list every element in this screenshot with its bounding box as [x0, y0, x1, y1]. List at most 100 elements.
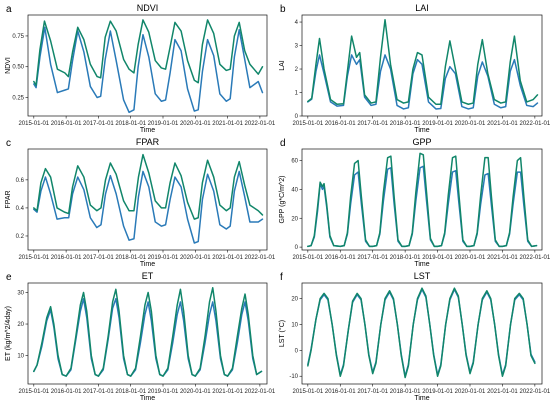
x-axis-label: Time: [414, 395, 429, 402]
x-tick-label: 2022-01-01: [520, 121, 550, 127]
y-tick-label: 40: [291, 187, 298, 193]
panel-letter: e: [6, 272, 12, 283]
series-line-blue: [307, 165, 538, 248]
x-tick-label: 2016-01-01: [51, 255, 82, 261]
y-tick-label: 0.2: [16, 234, 25, 240]
plot-frame: [301, 282, 543, 385]
panel-letter: f: [280, 272, 283, 283]
x-tick-label: 2016-01-01: [51, 389, 82, 395]
y-axis-label: ET (kg/m^2/4day): [5, 306, 12, 361]
x-axis-label: Time: [140, 127, 155, 134]
x-tick-label: 2019-01-01: [148, 255, 179, 261]
y-tick-label: 0.75: [12, 34, 24, 40]
x-tick-label: 2022-01-01: [520, 255, 550, 261]
x-tick-label: 2017-01-01: [357, 389, 388, 395]
y-tick-label: 0.25: [12, 96, 24, 102]
plot-frame: [27, 14, 268, 117]
x-tick-label: 2016-01-01: [325, 255, 356, 261]
y-tick-label: 3: [295, 44, 299, 50]
panel-letter: d: [280, 138, 286, 149]
x-tick-label: 2017-01-01: [83, 389, 114, 395]
x-tick-label: 2016-01-01: [325, 389, 356, 395]
x-axis-label: Time: [414, 127, 429, 134]
x-tick-label: 2015-01-01: [292, 389, 323, 395]
x-tick-label: 2020-01-01: [455, 255, 486, 261]
x-tick-label: 2015-01-01: [18, 121, 49, 127]
x-tick-label: 2019-01-01: [422, 121, 453, 127]
series-line-green: [307, 152, 538, 248]
panel-letter: a: [6, 4, 12, 15]
x-axis-label: Time: [140, 261, 155, 268]
x-tick-label: 2019-01-01: [148, 389, 179, 395]
y-tick-label: 0: [295, 245, 299, 251]
x-tick-label: 2021-01-01: [212, 255, 243, 261]
x-tick-label: 2015-01-01: [18, 389, 49, 395]
x-tick-label: 2021-01-01: [487, 389, 518, 395]
x-tick-label: 2018-01-01: [390, 255, 421, 261]
y-axis-label: LAI: [279, 60, 286, 71]
plot-frame: [27, 282, 268, 385]
y-axis-label: FPAR: [5, 190, 12, 208]
y-tick-label: 60: [291, 159, 298, 165]
x-tick-label: 2021-01-01: [487, 121, 518, 127]
x-tick-label: 2018-01-01: [390, 121, 421, 127]
panel-letter: b: [280, 4, 286, 15]
y-tick-label: 0.50: [12, 65, 24, 71]
x-tick-label: 2022-01-01: [245, 389, 276, 395]
x-tick-label: 2017-01-01: [83, 255, 114, 261]
y-tick-label: 20: [17, 322, 24, 328]
x-tick-label: 2018-01-01: [115, 121, 146, 127]
x-tick-label: 2015-01-01: [18, 255, 49, 261]
y-tick-label: 1: [295, 91, 299, 97]
x-tick-label: 2021-01-01: [212, 389, 243, 395]
series-line-green: [33, 19, 264, 86]
x-tick-label: 2020-01-01: [180, 255, 211, 261]
chart-title: LST: [414, 271, 431, 281]
x-tick-label: 2020-01-01: [455, 389, 486, 395]
x-tick-label: 2017-01-01: [357, 255, 388, 261]
x-tick-label: 2021-01-01: [487, 255, 518, 261]
chart-title: NDVI: [137, 3, 159, 13]
series-line-green: [33, 286, 263, 377]
x-tick-label: 2018-01-01: [390, 389, 421, 395]
y-axis-label: LST (°C): [278, 320, 286, 347]
x-axis-label: Time: [140, 395, 155, 402]
x-tick-label: 2022-01-01: [245, 121, 276, 127]
y-tick-label: 0: [295, 114, 299, 120]
series-line-blue: [307, 288, 536, 377]
x-tick-label: 2020-01-01: [180, 121, 211, 127]
y-axis-label: GPP (g*C/m^2): [279, 176, 286, 224]
plot-frame: [27, 148, 268, 251]
x-tick-label: 2022-01-01: [245, 255, 276, 261]
panel-fpar: c FPAR 0.2 0.4 0.6 2015-01-01 2016-01-01 2017-0…: [5, 137, 276, 268]
chart-title: LAI: [415, 3, 429, 13]
series-line-blue: [33, 26, 264, 114]
x-tick-label: 2022-01-01: [520, 389, 550, 395]
chart-title: ET: [142, 271, 154, 281]
panel-lst: f LST -10 0 10 20 2015-01-01 2016-01-01 2017-01-…: [278, 271, 550, 402]
y-tick-label: 30: [17, 290, 24, 296]
x-tick-label: 2017-01-01: [357, 121, 388, 127]
x-tick-label: 2021-01-01: [212, 121, 243, 127]
x-tick-label: 2018-01-01: [115, 389, 146, 395]
x-tick-label: 2016-01-01: [325, 121, 356, 127]
y-tick-label: -10: [289, 374, 298, 380]
chart-title: FPAR: [136, 137, 160, 147]
series-line-blue: [33, 170, 264, 244]
panel-ndvi: a NDVI 0.25 0.50 0.75 2015-01-01 2016-01-01 201…: [5, 3, 276, 134]
x-tick-label: 2020-01-01: [455, 121, 486, 127]
y-tick-label: 0.4: [16, 206, 25, 212]
series-line-blue: [33, 298, 263, 377]
x-tick-label: 2019-01-01: [422, 255, 453, 261]
y-tick-label: 10: [291, 322, 298, 328]
x-tick-label: 2016-01-01: [51, 121, 82, 127]
series-line-green: [307, 287, 536, 379]
x-tick-label: 2018-01-01: [115, 255, 146, 261]
chart-title: GPP: [412, 137, 431, 147]
y-tick-label: 0: [295, 348, 299, 354]
x-tick-label: 2020-01-01: [180, 389, 211, 395]
y-tick-label: 20: [291, 216, 298, 222]
x-tick-label: 2015-01-01: [292, 255, 323, 261]
